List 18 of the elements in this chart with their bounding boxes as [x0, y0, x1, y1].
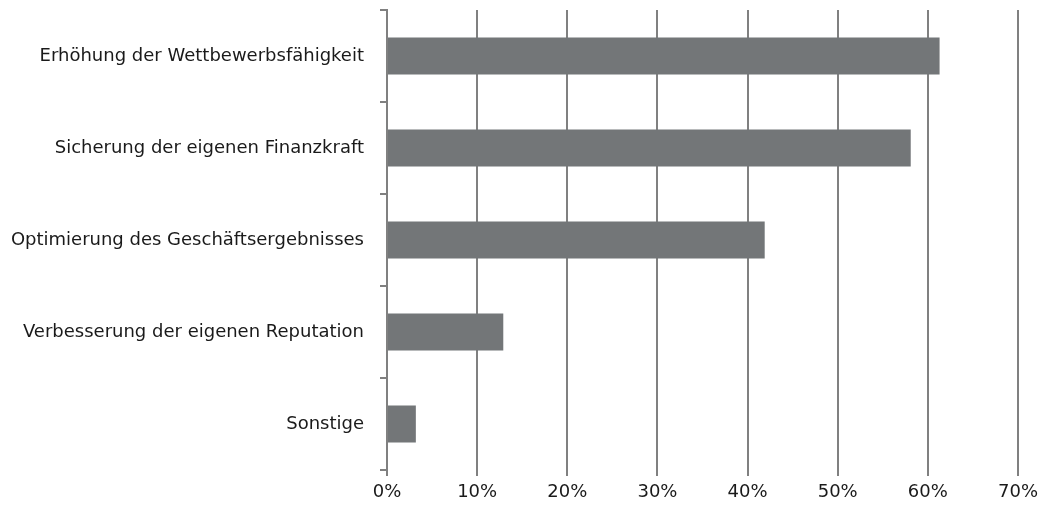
x-tick-label: 20% — [547, 480, 588, 502]
bar — [388, 37, 940, 75]
bar — [388, 313, 504, 351]
x-tick-label: 10% — [457, 480, 498, 502]
y-tick-label: Sicherung der eigenen Finanzkraft — [54, 135, 364, 157]
y-tick-label: Optimierung des Geschäftsergebnisses — [10, 227, 364, 249]
y-tick-label: Erhöhung der Wettbewerbsfähigkeit — [39, 43, 364, 65]
x-tick-label: 40% — [727, 480, 768, 502]
x-tick-label: 50% — [817, 480, 858, 502]
y-tick-label: Sonstige — [286, 411, 364, 433]
bar — [388, 221, 765, 259]
x-tick-label: 30% — [637, 480, 678, 502]
bar — [388, 129, 911, 167]
x-tick-label: 70% — [997, 480, 1039, 502]
x-tick-label: 0% — [372, 480, 402, 502]
x-tick-label: 60% — [907, 480, 948, 502]
y-tick-label: Verbesserung der eigenen Reputation — [22, 319, 364, 341]
bar — [388, 405, 416, 443]
